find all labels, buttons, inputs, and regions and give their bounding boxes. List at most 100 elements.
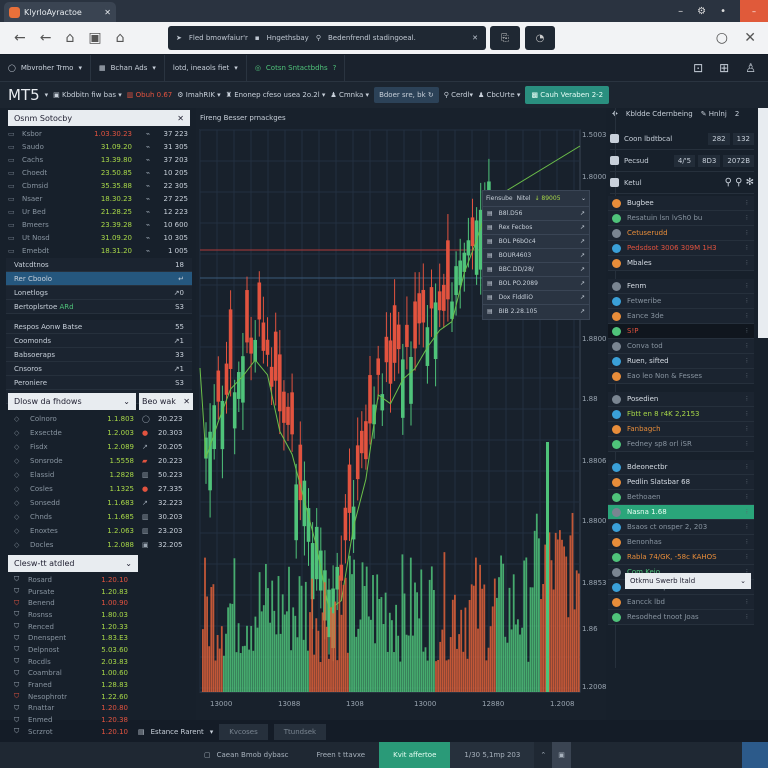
watch2-row[interactable]: ◇ Docles 1.2.088 <box>14 541 134 549</box>
omni-item[interactable]: Hngethsbay <box>266 34 309 42</box>
status-item[interactable]: ▢ Caean Bmob dybasc <box>204 751 289 759</box>
watch3-row[interactable]: ⛉ Dnenspent 1.83.E3 <box>14 633 128 643</box>
market-row[interactable]: ▭ Ur Bed 21.28.25 ⌁ 12 223 <box>8 207 188 216</box>
popup-item[interactable]: ▤ B8l.D56 ↗ <box>483 206 589 220</box>
mini-row[interactable]: ● 20.303 <box>142 429 183 437</box>
toolbar-item[interactable]: ⚙ ImahRIK ▾ <box>177 91 221 99</box>
status-item[interactable]: 1/30 5,1mp 203 <box>450 742 535 768</box>
right-select[interactable]: Otkmu Swerb ltald ⌄ <box>625 573 751 589</box>
watch3-row[interactable]: ⛉ Rosard 1.20.10 <box>14 575 128 584</box>
navigator-item[interactable]: Rer Cboolo ↵ <box>6 272 192 286</box>
navigator-item[interactable]: Vatcdtnos 18 <box>6 258 192 272</box>
watch3-header[interactable]: Clesw-tt atdled ⌄ <box>8 555 138 572</box>
corner-button[interactable] <box>742 742 768 768</box>
stop-icon[interactable]: ✕ <box>744 30 756 46</box>
toolbar-item[interactable]: lotd, ineaols fiet ▾ <box>165 54 247 82</box>
chart-tab[interactable]: Ttundsek <box>273 724 327 740</box>
right-list-item[interactable]: Bugbee ⁝ <box>608 196 754 211</box>
minimize-icon[interactable]: – <box>678 5 684 17</box>
back-icon[interactable]: ← <box>14 30 26 46</box>
mouse-button[interactable]: ◔ <box>525 26 555 50</box>
toolbar-item[interactable]: ◎ Cotsn Sntactbdhs? <box>247 54 346 82</box>
browser-tab[interactable]: KlyrloAyractoe ✕ <box>4 2 116 22</box>
toolbar-item[interactable]: ▦ Bchan Ads ▾ <box>91 54 165 82</box>
right-list-item[interactable]: Rabla 74/GK, -58c KAHOS ⁝ <box>608 550 754 565</box>
mini-row[interactable]: ▥ 30.203 <box>142 513 183 521</box>
watch3-row[interactable]: ⛉ Coambral 1.00.60 <box>14 668 128 678</box>
downloads-icon[interactable]: ▣ <box>88 30 102 46</box>
watch3-row[interactable]: ⛉ Rocdls 2.03.83 <box>14 657 128 666</box>
status-item-active[interactable]: Kvit affertoe <box>379 742 451 768</box>
right-list-item[interactable]: Benonhas ⁝ <box>608 535 754 550</box>
window-icon[interactable]: ⊡ <box>693 61 704 75</box>
popup-item[interactable]: ▤ BOL PO.2089 ↗ <box>483 276 589 290</box>
market-row[interactable]: ▭ Cbmsid 35.35.88 ⌁ 22 305 <box>8 181 188 190</box>
right-list-item[interactable]: Bsaos ct onsper 2, 203 ⁝ <box>608 520 754 535</box>
toolbar-item[interactable]: ◯ Mbvroher Trmo ▾ <box>0 54 91 82</box>
navigator-item[interactable]: Babsoeraps 33 <box>6 348 192 362</box>
watch2-row[interactable]: ◇ Exsectde 1.2.003 <box>14 429 134 437</box>
market-row[interactable]: ▭ Cachs 13.39.80 ⌁ 37 203 <box>8 155 188 164</box>
right-list-item[interactable]: Pedsdsot 3006 309M 1H3 ⁝ <box>608 241 754 256</box>
right-list-item[interactable]: Eao leo Non & Fesses ⁝ <box>608 369 754 384</box>
watch3-row[interactable]: ⛉ Benend 1.00.90 <box>14 598 128 608</box>
right-list-item[interactable]: Bethoaen ⁝ <box>608 490 754 505</box>
watch3-row[interactable]: ⛉ Nesophrotr 1.22.60 <box>14 692 128 701</box>
right-list-item[interactable]: Bdeonectbr ⁝ <box>608 460 754 475</box>
right-list-item[interactable]: Nasna 1.68 ⁝ <box>608 505 754 520</box>
watch3-row[interactable]: ⛉ Pursate 1.20.83 <box>14 587 128 596</box>
navigator-item[interactable]: Respos Aonw Batse 55 <box>6 320 192 334</box>
market-row[interactable]: ▭ Nsaer 18.30.23 ⌁ 27 225 <box>8 194 188 203</box>
toolbar-item[interactable]: ♟ CbcUrte ▾ <box>477 91 521 99</box>
watch3-row[interactable]: ⛉ Scrzrot 1.20.10 <box>14 727 128 736</box>
watch2-row[interactable]: ◇ Elassid 1.2828 <box>14 471 134 479</box>
toolbar-item[interactable]: ⚲ Cerdl▾ <box>443 91 473 99</box>
right-head-row[interactable]: Ketul ⚲ ⚲ ✻ <box>610 172 754 194</box>
popup-item[interactable]: ▤ Dox FlddliO ↗ <box>483 290 589 304</box>
right-list-item[interactable]: Resodhed tnoot Joas ⁝ <box>608 610 754 625</box>
watch3-row[interactable]: ⛉ Enmed 1.20.38 <box>14 715 128 725</box>
right-list-item[interactable]: Pedlin Slatsbar 68 ⁝ <box>608 475 754 490</box>
grid-icon[interactable]: ⊞ <box>719 61 730 75</box>
popup-item[interactable]: ▤ BOUR4603 ↗ <box>483 248 589 262</box>
right-list-item[interactable]: Eancck lbd ⁝ <box>608 595 754 610</box>
market-row[interactable]: ▭ Emebdt 18.31.20 ⌁ 1 005 <box>8 246 188 255</box>
right-list-item[interactable]: Fanbagch ⁝ <box>608 422 754 437</box>
extension-icon[interactable]: ⚙ <box>697 5 707 17</box>
mini-row[interactable]: ↗ 32.223 <box>142 499 183 507</box>
right-list-item[interactable]: Fedney sp8 orl iSR ⁝ <box>608 437 754 452</box>
right-list-item[interactable]: Cetuserudd ⁝ <box>608 226 754 241</box>
popup-item[interactable]: ▤ BBC.DD/28/↗ <box>483 262 589 276</box>
clear-icon[interactable]: ✕ <box>472 34 478 42</box>
watch2-row[interactable]: ◇ Sonsrode 1.5558 <box>14 457 134 465</box>
right-list-item[interactable]: Fbtt en 8 r4K 2,2153 ⁝ <box>608 407 754 422</box>
market-row[interactable]: ▭ Ut Nosd 31.09.20 ⌁ 10 305 <box>8 233 188 242</box>
share-button[interactable]: ⎘ <box>490 26 520 50</box>
close-tab-icon[interactable]: ✕ <box>104 7 111 17</box>
chart-tab[interactable]: Kvcoses <box>219 724 268 740</box>
toolbar-item[interactable]: ▣ Kbdbitn fiw bas ▾ <box>53 91 122 99</box>
home-icon[interactable]: ⌂ <box>65 30 75 46</box>
mini-row[interactable]: ● 27.335 <box>142 485 183 493</box>
status-item[interactable]: Freen t ttavxe <box>316 751 366 759</box>
navigator-item[interactable]: Coomonds ↗1 <box>6 334 192 348</box>
right-list-item[interactable]: Conva tod ⁝ <box>608 339 754 354</box>
watch2-header[interactable]: Dlosw da fhdows ⌄ <box>8 393 136 410</box>
right-head-row[interactable]: Pecsud 4/'5 8D3 2072B <box>610 150 754 172</box>
right-list-item[interactable]: Posedien ⁝ <box>608 392 754 407</box>
omni-item[interactable]: Bedenfrendl stadingoeal. <box>327 34 416 42</box>
watch2-row[interactable]: ◇ Colnoro 1.1.803 <box>14 415 134 423</box>
popup-item[interactable]: ▤ BOL P6bOc4 ↗ <box>483 234 589 248</box>
popup-item[interactable]: ▤ BIB 2.28.105 ↗ <box>483 304 589 318</box>
mini-row[interactable]: ↗ 20.205 <box>142 443 183 451</box>
scrollbar[interactable] <box>758 108 768 338</box>
mini-row[interactable]: ▥ 50.223 <box>142 471 183 479</box>
right-list-item[interactable]: Mbales ⁝ <box>608 256 754 271</box>
watch3-row[interactable]: ⛉ Rosnss 1.80.03 <box>14 610 128 619</box>
watch3-row[interactable]: ⛉ Rnattar 1.20.80 <box>14 703 128 713</box>
mini-row[interactable]: ▣ 32.205 <box>142 541 183 549</box>
toolbar-item[interactable]: ♟ Cmnka ▾ <box>330 91 370 99</box>
watch3-row[interactable]: ⛉ Delpnost 5.03.60 <box>14 645 128 654</box>
market-row[interactable]: ▭ Choedt 23.50.85 ⌁ 10 205 <box>8 168 188 177</box>
toolbar-item[interactable]: ♜ Enonep cfeso usea 2o.2l ▾ <box>225 91 326 99</box>
